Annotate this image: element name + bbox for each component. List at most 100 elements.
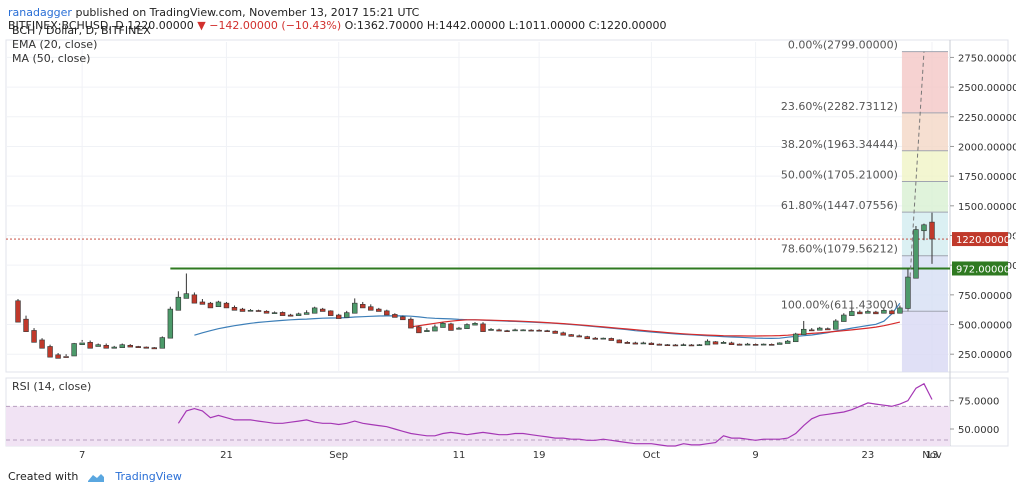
candle-body (223, 302, 230, 309)
candle-body (376, 308, 382, 312)
candle (768, 343, 775, 346)
author-link[interactable]: ranadagger (8, 6, 72, 19)
candle (728, 341, 735, 345)
candle (881, 307, 887, 314)
candle-body (424, 330, 430, 332)
candle-body (849, 311, 855, 316)
candle-body (440, 323, 446, 328)
candle (207, 301, 214, 309)
candle-body (712, 341, 719, 345)
y-tick-label: 2750.00000 (958, 53, 1016, 64)
fib-label: 23.60%(2282.73112) (781, 100, 898, 113)
candle (327, 310, 334, 316)
candle-body (335, 314, 342, 319)
candle-body (432, 326, 438, 332)
candle (520, 329, 526, 332)
candle (71, 342, 77, 357)
candle (801, 320, 807, 335)
candle (712, 341, 719, 345)
ma-legend: MA (50, close) (12, 52, 91, 65)
candle-body (191, 294, 198, 304)
candle (833, 319, 839, 330)
x-tick-label: Oct (643, 450, 660, 461)
candle-body (488, 328, 494, 331)
candle (111, 345, 117, 349)
candle (480, 322, 486, 332)
candle-body (817, 327, 823, 331)
candle-body (688, 344, 695, 347)
candle-body (536, 329, 542, 332)
candle (231, 305, 238, 311)
tradingview-link[interactable]: TradingView (115, 470, 182, 483)
publish-info: published on TradingView.com, November 1… (75, 6, 420, 19)
candle (424, 328, 430, 332)
candle-body (881, 309, 887, 314)
ma-line (410, 319, 901, 337)
candle-body (255, 310, 262, 312)
candle-body (352, 302, 358, 314)
candle (720, 341, 727, 344)
candle (560, 331, 566, 336)
candle-body (103, 344, 109, 349)
fib-label: 50.00%(1705.21000) (781, 168, 898, 181)
candle (544, 329, 550, 332)
candle (319, 307, 326, 312)
candle (841, 313, 847, 322)
x-tick-label: 9 (752, 450, 758, 461)
candle (760, 343, 767, 346)
candle (199, 298, 206, 305)
candle-body (680, 344, 687, 346)
candle-body (55, 354, 61, 359)
candle (167, 306, 174, 339)
candle (897, 305, 903, 314)
x-tick-label: 7 (79, 450, 85, 461)
candle (159, 336, 166, 349)
candle (536, 329, 542, 332)
fib-label: 38.20%(1963.34444) (781, 138, 898, 151)
candle-body (215, 301, 222, 308)
candle-body (207, 302, 214, 309)
candle-body (616, 339, 623, 344)
candle-body (456, 327, 462, 330)
x-tick-label: 13 (926, 450, 939, 461)
candle (929, 212, 935, 264)
candle (335, 313, 342, 319)
candle-body (408, 318, 414, 329)
candle-body (865, 311, 871, 314)
candle (103, 343, 109, 349)
candle-body (752, 344, 759, 346)
y-tick-label: 500.00000 (958, 321, 1012, 332)
candle-body (792, 333, 799, 343)
candle (680, 343, 687, 346)
candle-body (600, 337, 606, 340)
fib-zone (901, 112, 948, 151)
candle-body (768, 344, 775, 346)
fib-zone (901, 150, 948, 182)
created-with-text: Created with (8, 470, 79, 483)
candle-body (809, 329, 815, 332)
x-tick-label: 23 (861, 450, 874, 461)
candle (376, 307, 382, 312)
candle (865, 309, 871, 314)
candle (63, 354, 69, 358)
candle-body (480, 323, 486, 332)
candle-body (736, 343, 743, 346)
candle (752, 343, 759, 346)
candle (688, 344, 695, 347)
candle-body (720, 342, 727, 344)
candle-body (496, 329, 502, 332)
candle-body (79, 342, 85, 345)
candle (440, 322, 446, 328)
y-tick-label: 1750.00000 (958, 172, 1016, 183)
candle (656, 343, 663, 346)
candle (215, 300, 222, 308)
candle-body (889, 310, 895, 315)
candle-body (392, 314, 398, 318)
candle-body (672, 344, 679, 347)
candle-body (560, 332, 566, 336)
candle (616, 339, 623, 344)
candle-body (520, 329, 526, 332)
candle (905, 268, 911, 309)
candle (400, 315, 406, 321)
